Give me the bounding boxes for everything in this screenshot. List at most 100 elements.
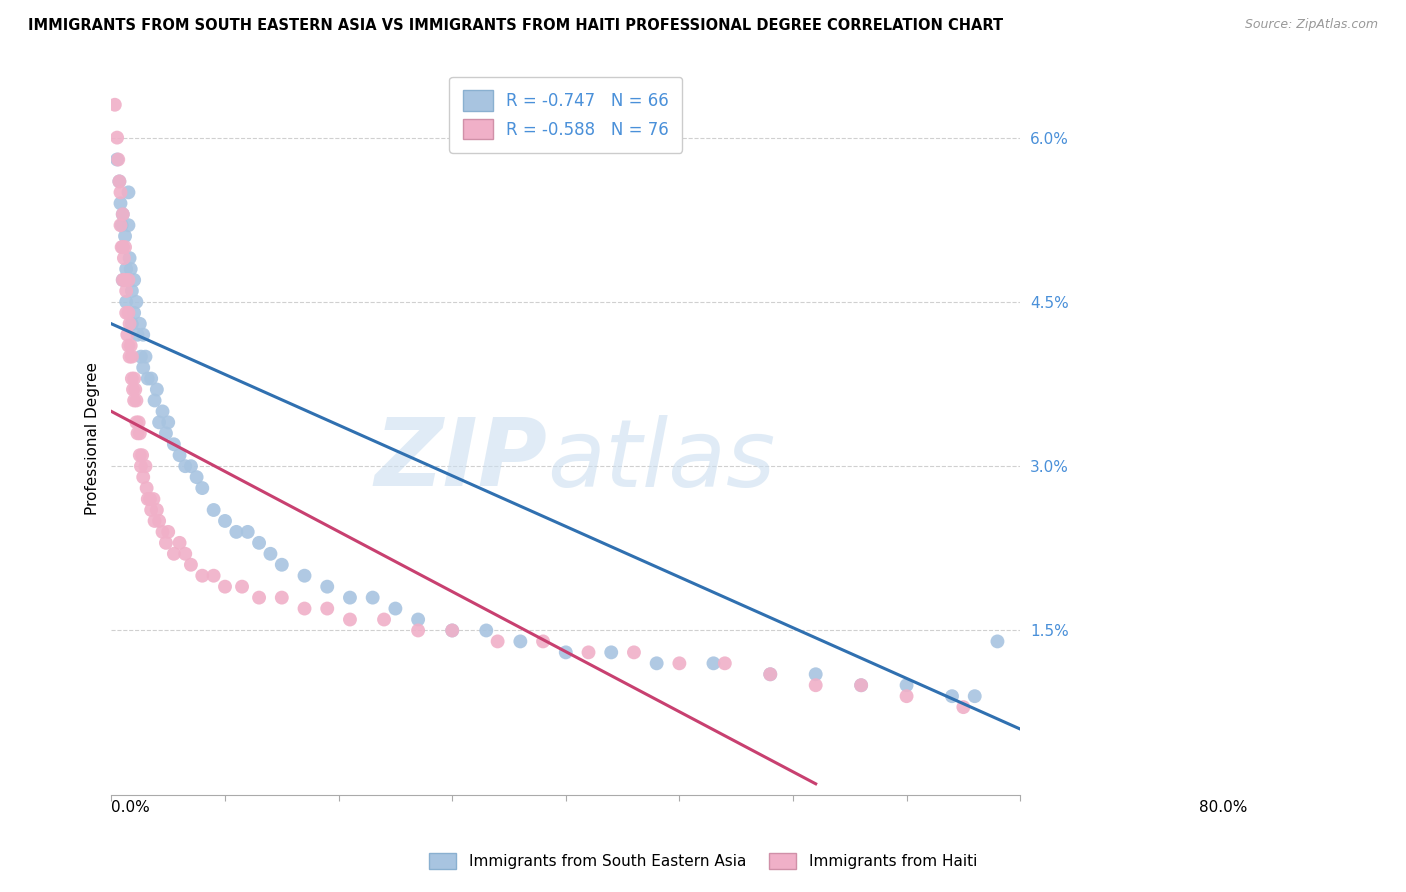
Point bbox=[146, 503, 169, 517]
Point bbox=[117, 273, 139, 287]
Point bbox=[134, 459, 156, 474]
Point bbox=[122, 393, 145, 408]
Point bbox=[111, 207, 134, 221]
Point bbox=[121, 284, 143, 298]
Point bbox=[127, 426, 149, 441]
Point bbox=[111, 240, 134, 254]
Point bbox=[111, 218, 134, 232]
Point bbox=[259, 547, 281, 561]
Point bbox=[294, 601, 316, 615]
Point bbox=[114, 229, 136, 244]
Text: ZIP: ZIP bbox=[375, 414, 547, 506]
Text: 0.0%: 0.0% bbox=[111, 800, 150, 814]
Point bbox=[128, 426, 150, 441]
Point bbox=[186, 470, 208, 484]
Point bbox=[623, 645, 645, 659]
Point bbox=[163, 437, 186, 451]
Point bbox=[384, 601, 406, 615]
Point bbox=[129, 350, 152, 364]
Point bbox=[108, 174, 131, 188]
Point bbox=[129, 459, 152, 474]
Point bbox=[759, 667, 782, 681]
Point bbox=[804, 678, 827, 692]
Point bbox=[141, 371, 163, 385]
Point bbox=[157, 416, 180, 430]
Point bbox=[117, 339, 139, 353]
Point bbox=[486, 634, 509, 648]
Text: Source: ZipAtlas.com: Source: ZipAtlas.com bbox=[1244, 18, 1378, 31]
Point bbox=[231, 580, 253, 594]
Point bbox=[128, 448, 150, 462]
Point bbox=[406, 624, 429, 638]
Point bbox=[361, 591, 384, 605]
Point bbox=[668, 657, 690, 671]
Legend: R = -0.747   N = 66, R = -0.588   N = 76: R = -0.747 N = 66, R = -0.588 N = 76 bbox=[450, 77, 682, 153]
Point bbox=[128, 317, 150, 331]
Point bbox=[136, 491, 159, 506]
Point bbox=[108, 174, 131, 188]
Point bbox=[128, 416, 150, 430]
Point bbox=[117, 218, 139, 232]
Point bbox=[986, 634, 1008, 648]
Point bbox=[105, 130, 128, 145]
Point bbox=[270, 591, 292, 605]
Point bbox=[531, 634, 554, 648]
Point bbox=[849, 678, 872, 692]
Point bbox=[131, 448, 153, 462]
Point bbox=[247, 591, 270, 605]
Point bbox=[155, 426, 177, 441]
Point bbox=[373, 613, 395, 627]
Point bbox=[157, 524, 180, 539]
Point bbox=[202, 568, 225, 582]
Point bbox=[148, 514, 170, 528]
Point bbox=[714, 657, 737, 671]
Point bbox=[127, 327, 149, 342]
Point bbox=[247, 536, 270, 550]
Text: IMMIGRANTS FROM SOUTH EASTERN ASIA VS IMMIGRANTS FROM HAITI PROFESSIONAL DEGREE : IMMIGRANTS FROM SOUTH EASTERN ASIA VS IM… bbox=[28, 18, 1004, 33]
Point bbox=[804, 667, 827, 681]
Point bbox=[111, 273, 134, 287]
Point bbox=[169, 448, 191, 462]
Point bbox=[132, 470, 155, 484]
Point bbox=[339, 591, 361, 605]
Point bbox=[316, 580, 339, 594]
Point bbox=[125, 393, 148, 408]
Point bbox=[214, 580, 236, 594]
Point bbox=[406, 613, 429, 627]
Point bbox=[896, 689, 918, 703]
Point bbox=[142, 491, 165, 506]
Point bbox=[152, 404, 174, 418]
Point bbox=[121, 317, 143, 331]
Point bbox=[174, 459, 197, 474]
Point bbox=[191, 568, 214, 582]
Point bbox=[759, 667, 782, 681]
Point bbox=[135, 481, 157, 495]
Point bbox=[114, 273, 136, 287]
Point bbox=[963, 689, 986, 703]
Point bbox=[163, 547, 186, 561]
Point bbox=[896, 678, 918, 692]
Point bbox=[105, 153, 128, 167]
Point bbox=[146, 383, 169, 397]
Point bbox=[122, 371, 145, 385]
Point bbox=[339, 613, 361, 627]
Legend: Immigrants from South Eastern Asia, Immigrants from Haiti: Immigrants from South Eastern Asia, Immi… bbox=[423, 847, 983, 875]
Point bbox=[117, 306, 139, 320]
Point bbox=[236, 524, 259, 539]
Point bbox=[122, 273, 145, 287]
Point bbox=[107, 153, 129, 167]
Point bbox=[120, 339, 142, 353]
Point bbox=[169, 536, 191, 550]
Point bbox=[191, 481, 214, 495]
Point bbox=[180, 558, 202, 572]
Point bbox=[111, 240, 134, 254]
Point bbox=[132, 327, 155, 342]
Point bbox=[180, 459, 202, 474]
Point bbox=[645, 657, 668, 671]
Point bbox=[124, 383, 146, 397]
Point bbox=[174, 547, 197, 561]
Point bbox=[578, 645, 600, 659]
Point bbox=[294, 568, 316, 582]
Point bbox=[441, 624, 464, 638]
Point bbox=[132, 360, 155, 375]
